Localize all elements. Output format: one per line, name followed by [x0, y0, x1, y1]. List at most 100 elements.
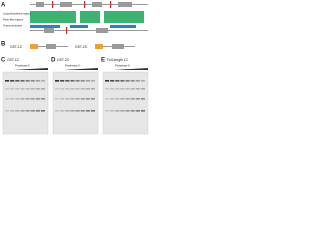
band — [70, 88, 75, 90]
band — [90, 88, 95, 90]
band — [60, 80, 65, 82]
band — [20, 98, 25, 100]
band — [115, 110, 120, 112]
band — [140, 110, 145, 112]
band — [5, 110, 10, 112]
band — [15, 110, 20, 112]
band — [85, 80, 90, 82]
gradient-wedge — [63, 68, 98, 70]
band — [15, 88, 20, 90]
band — [40, 110, 45, 112]
domain-map — [30, 1, 148, 34]
band — [120, 110, 125, 112]
band — [125, 98, 130, 100]
band — [30, 80, 35, 82]
band — [60, 88, 65, 90]
band — [85, 110, 90, 112]
band — [135, 98, 140, 100]
band — [40, 80, 45, 82]
band — [105, 98, 110, 100]
band — [80, 98, 85, 100]
gel-title: Full-length 1C — [107, 58, 129, 62]
band — [65, 88, 70, 90]
band — [5, 98, 10, 100]
band — [20, 88, 25, 90]
band — [110, 110, 115, 112]
band — [20, 110, 25, 112]
band — [25, 88, 30, 90]
band — [60, 110, 65, 112]
band — [115, 80, 120, 82]
band — [115, 98, 120, 100]
band — [140, 80, 145, 82]
band — [135, 88, 140, 90]
track-label: Prion-like regions — [3, 18, 24, 22]
band — [125, 110, 130, 112]
band — [75, 88, 80, 90]
gel — [52, 71, 99, 135]
band — [115, 88, 120, 90]
treatment-label: Proteinase K — [115, 64, 130, 68]
band — [130, 88, 135, 90]
band — [55, 110, 60, 112]
band — [10, 88, 15, 90]
band — [80, 110, 85, 112]
band — [80, 88, 85, 90]
gel-title: GST-1C — [7, 58, 20, 62]
band — [75, 110, 80, 112]
band — [65, 80, 70, 82]
gel-panels: C GST-1C Proteinase K D GST-2C Proteinase K E F… — [1, 58, 149, 135]
band — [135, 110, 140, 112]
band — [120, 80, 125, 82]
treatment-label: Proteinase K — [65, 64, 80, 68]
treatment-label: Proteinase K — [15, 64, 30, 68]
band — [5, 80, 10, 82]
band — [40, 98, 45, 100]
band — [30, 98, 35, 100]
construct-label: GST-1C — [10, 45, 23, 49]
figure: A Long-disordered regions Prion-like reg… — [1, 1, 149, 135]
band — [105, 80, 110, 82]
band — [10, 80, 15, 82]
track-label: Long-disordered regions — [3, 12, 32, 16]
band — [70, 80, 75, 82]
band — [105, 110, 110, 112]
band — [120, 88, 125, 90]
panel-letter: C — [1, 58, 6, 64]
band — [55, 98, 60, 100]
band — [25, 110, 30, 112]
band — [120, 98, 125, 100]
panel-letter: A — [1, 3, 6, 9]
band — [80, 80, 85, 82]
band — [55, 80, 60, 82]
band — [125, 88, 130, 90]
band — [35, 88, 40, 90]
band — [5, 88, 10, 90]
band — [125, 80, 130, 82]
band — [65, 98, 70, 100]
band — [10, 98, 15, 100]
band — [70, 98, 75, 100]
band — [70, 110, 75, 112]
band — [140, 98, 145, 100]
track-label: Transmembrane — [3, 24, 22, 28]
band — [35, 98, 40, 100]
band — [10, 110, 15, 112]
panel-letter: B — [1, 42, 6, 48]
band — [135, 80, 140, 82]
band — [75, 80, 80, 82]
band — [90, 98, 95, 100]
band — [40, 88, 45, 90]
gradient-wedge — [113, 68, 148, 70]
gradient-wedge — [13, 68, 48, 70]
band — [130, 98, 135, 100]
gel — [102, 71, 149, 135]
band — [25, 80, 30, 82]
band — [55, 88, 60, 90]
panel-letter: D — [51, 58, 56, 64]
band — [65, 110, 70, 112]
band — [110, 98, 115, 100]
constructs — [30, 44, 135, 49]
band — [110, 88, 115, 90]
band — [110, 80, 115, 82]
